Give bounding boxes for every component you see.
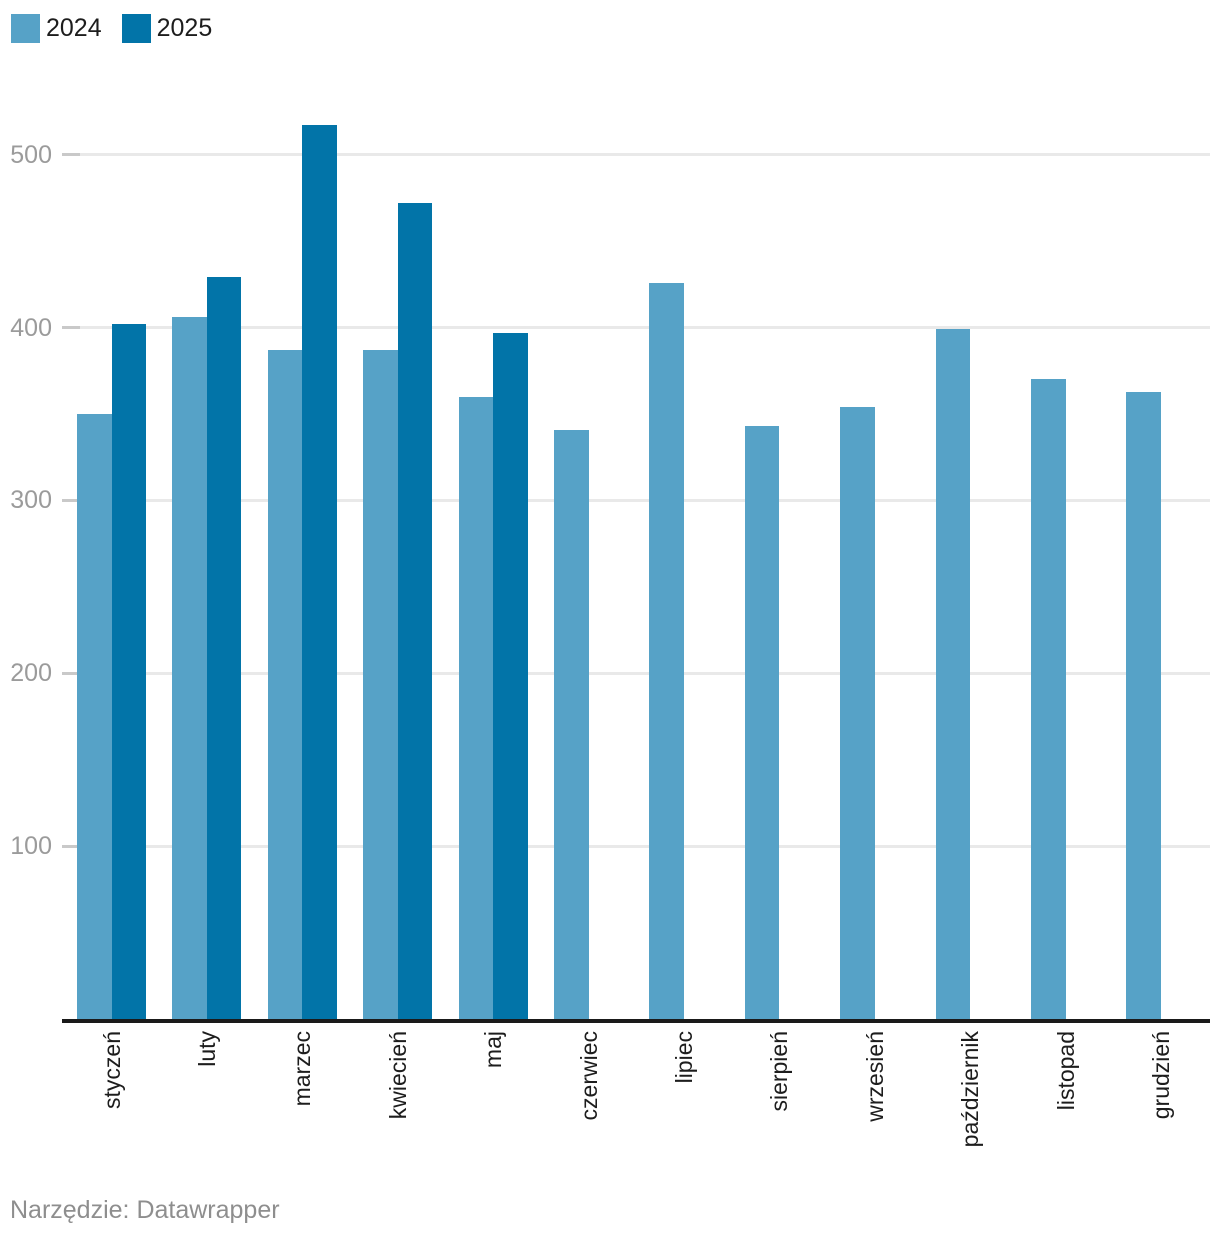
bar-2024 bbox=[744, 426, 780, 1019]
bar-2024 bbox=[363, 350, 398, 1019]
x-tick-label: czerwiec bbox=[575, 1031, 602, 1121]
bar-2025 bbox=[206, 277, 242, 1019]
y-axis-tick bbox=[62, 844, 80, 848]
y-tick-label: 200 bbox=[10, 659, 52, 688]
legend-label-2024: 2024 bbox=[46, 14, 102, 42]
bar-2024 bbox=[267, 350, 303, 1019]
y-axis-tick bbox=[62, 498, 80, 502]
x-tick-label: kwiecień bbox=[384, 1031, 411, 1120]
legend: 2024 2025 bbox=[11, 14, 212, 43]
x-tick-label: maj bbox=[480, 1031, 507, 1069]
plot-area bbox=[62, 0, 1210, 1019]
y-axis-tick bbox=[62, 153, 80, 157]
x-tick-label: wrzesień bbox=[861, 1031, 888, 1122]
bar-2024 bbox=[1031, 379, 1066, 1019]
gridline bbox=[62, 153, 1210, 157]
x-tick-label: marzec bbox=[289, 1031, 316, 1107]
x-tick-label: luty bbox=[193, 1031, 220, 1067]
bar-2025 bbox=[111, 324, 146, 1019]
bar-2024 bbox=[77, 414, 112, 1019]
bar-2024 bbox=[458, 396, 494, 1019]
bar-2024 bbox=[172, 317, 207, 1019]
x-tick-label: lipiec bbox=[670, 1031, 697, 1084]
legend-swatch-2025 bbox=[121, 14, 151, 43]
bar-2024 bbox=[1126, 391, 1161, 1019]
bar-2024 bbox=[649, 282, 684, 1019]
gridline bbox=[62, 844, 1210, 848]
legend-swatch-2024 bbox=[11, 14, 40, 43]
legend-item-2025: 2025 bbox=[121, 14, 213, 43]
bar-2025 bbox=[302, 125, 337, 1019]
bar-2025 bbox=[397, 203, 433, 1019]
y-tick-label: 400 bbox=[10, 313, 52, 342]
y-tick-label: 300 bbox=[10, 486, 52, 515]
gridline bbox=[62, 671, 1210, 675]
legend-item-2024: 2024 bbox=[11, 14, 102, 43]
y-tick-label: 500 bbox=[10, 140, 52, 169]
y-axis-tick bbox=[62, 671, 80, 675]
y-axis-tick bbox=[62, 326, 80, 330]
bar-2025 bbox=[493, 332, 528, 1019]
x-tick-label: październik bbox=[957, 1031, 984, 1148]
gridline bbox=[62, 498, 1210, 502]
legend-label-2025: 2025 bbox=[156, 14, 213, 42]
x-axis-line bbox=[62, 1019, 1210, 1023]
bar-2024 bbox=[554, 429, 589, 1019]
y-tick-label: 100 bbox=[10, 832, 52, 861]
bar-2024 bbox=[935, 329, 971, 1019]
footer-attribution: Narzędzie: Datawrapper bbox=[10, 1196, 280, 1224]
x-tick-label: styczeń bbox=[98, 1031, 125, 1109]
bar-2024 bbox=[840, 407, 875, 1019]
x-tick-label: listopad bbox=[1052, 1031, 1079, 1111]
x-tick-label: sierpień bbox=[766, 1031, 793, 1112]
x-tick-label: grudzień bbox=[1147, 1031, 1174, 1120]
gridline bbox=[62, 326, 1210, 330]
